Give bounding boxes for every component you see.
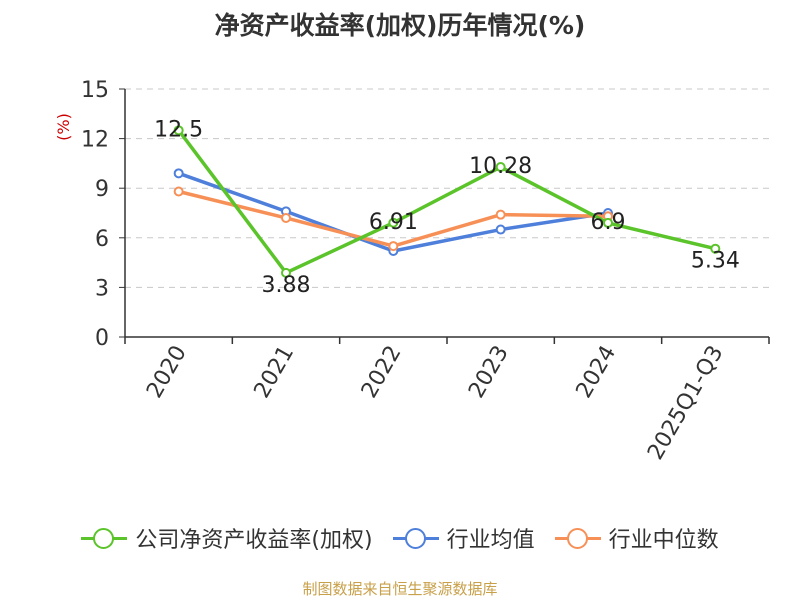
data-label: 6.91 — [369, 210, 418, 235]
x-tick-label: 2025Q1-Q3 — [643, 342, 728, 465]
x-tick-label: 2021 — [250, 342, 300, 403]
x-tick-label: 2024 — [572, 342, 622, 403]
legend-item[interactable]: 公司净资产收益率(加权) — [81, 522, 373, 554]
y-tick-label: 9 — [95, 177, 109, 202]
legend-swatch-icon — [81, 528, 128, 549]
data-point — [495, 209, 506, 220]
y-axis-label: (%) — [54, 113, 73, 141]
data-point — [173, 125, 184, 136]
chart-title: 净资产收益率(加权)历年情况(%) — [214, 11, 586, 40]
series-lines — [173, 125, 721, 278]
y-tick-label: 6 — [95, 227, 109, 252]
y-tick-label: 0 — [95, 326, 109, 351]
data-point — [495, 224, 506, 235]
source-note: 制图数据来自恒生聚源数据库 — [302, 580, 498, 598]
y-tick-label: 15 — [81, 78, 109, 103]
data-point — [173, 186, 184, 197]
y-tick-label: 3 — [95, 276, 109, 301]
data-point — [710, 243, 721, 254]
data-point — [281, 267, 291, 278]
x-tick-label: 2020 — [142, 342, 192, 403]
x-tick-label: 2022 — [357, 342, 407, 403]
grid-lines — [125, 88, 769, 288]
legend-label: 行业中位数 — [608, 528, 719, 553]
data-label: 12.5 — [154, 117, 203, 142]
data-point — [388, 241, 399, 252]
data-point — [281, 212, 291, 223]
legend: 公司净资产收益率(加权) 行业均值 行业中位数 — [0, 518, 800, 558]
legend-label: 行业均值 — [446, 528, 535, 553]
legend-label: 公司净资产收益率(加权) — [135, 528, 373, 553]
data-point — [495, 162, 506, 173]
x-tick-label: 2023 — [464, 342, 514, 403]
series-line — [177, 129, 716, 275]
data-point — [173, 168, 184, 179]
data-label: 5.34 — [691, 249, 740, 274]
data-label: 6.9 — [591, 210, 626, 235]
data-point — [388, 217, 399, 228]
data-label: 10.28 — [469, 154, 532, 179]
data-point — [603, 217, 613, 228]
data-labels: 12.5 3.88 6.91 10.28 6.9 5.34 — [154, 117, 740, 298]
data-label: 3.88 — [262, 273, 311, 298]
legend-item[interactable]: 行业均值 — [392, 522, 535, 554]
legend-swatch-icon — [392, 528, 439, 549]
y-tick-label: 12 — [81, 128, 109, 153]
legend-item[interactable]: 行业中位数 — [554, 522, 719, 554]
legend-swatch-icon — [554, 528, 601, 549]
